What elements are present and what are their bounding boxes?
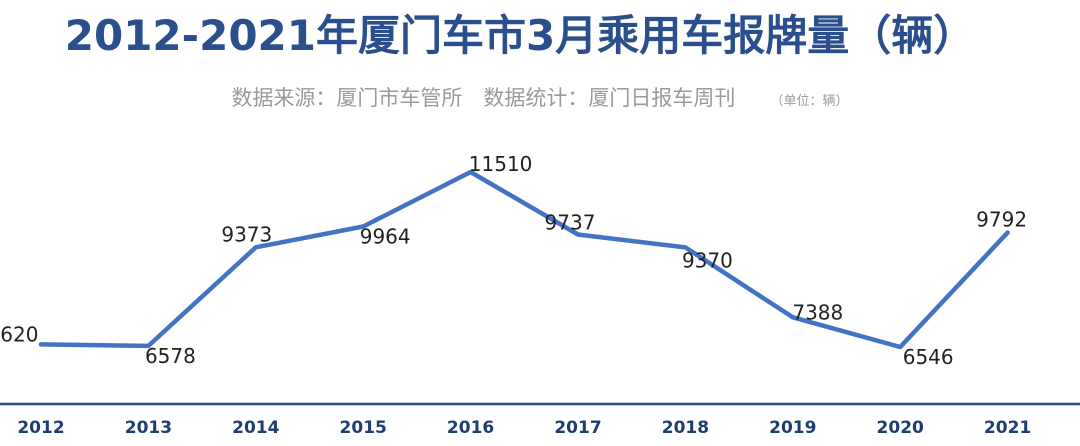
- data-label: 9737: [545, 211, 596, 235]
- unit-label: （单位：辆）: [770, 94, 849, 109]
- x-tick-label: 2019: [769, 418, 816, 438]
- source-line: 数据来源：厦门市车管所 数据统计：厦门日报车周刊 （单位：辆）: [0, 82, 1080, 112]
- data-label: 6620: [0, 322, 38, 346]
- data-label: 9373: [221, 222, 272, 246]
- x-tick-label: 2017: [554, 418, 601, 438]
- x-tick-label: 2012: [17, 418, 64, 438]
- data-point: [790, 315, 795, 320]
- data-point: [1005, 230, 1010, 235]
- x-tick-label: 2020: [877, 418, 924, 438]
- data-point: [361, 224, 366, 229]
- series-line: [38, 169, 1010, 350]
- data-point: [146, 343, 151, 348]
- data-point: [898, 345, 903, 349]
- chart-title: 2012-2021年厦门车市3月乘用车报牌量（辆）: [64, 11, 976, 60]
- data-label: 11510: [469, 152, 533, 176]
- data-point: [468, 170, 473, 174]
- data-label: 6546: [903, 345, 954, 369]
- data-point: [576, 232, 580, 237]
- chart-subtitle: 数据来源：厦门市车管所 数据统计：厦门日报车周刊: [231, 86, 736, 110]
- data-label: 9370: [682, 248, 733, 272]
- data-label: 9964: [360, 225, 411, 249]
- x-tick-label: 2014: [232, 418, 279, 438]
- x-tick-label: 2021: [984, 418, 1031, 438]
- data-label: 7388: [792, 300, 843, 324]
- x-tick-label: 2016: [447, 418, 494, 438]
- data-label: 6578: [145, 344, 196, 368]
- x-tick-label: 2018: [662, 418, 709, 438]
- data-point: [39, 342, 43, 347]
- x-tick-label: 2013: [125, 418, 172, 438]
- data-point: [683, 245, 688, 250]
- x-tick-label: 2015: [340, 418, 387, 438]
- data-label: 9792: [976, 208, 1027, 232]
- data-point: [253, 245, 258, 250]
